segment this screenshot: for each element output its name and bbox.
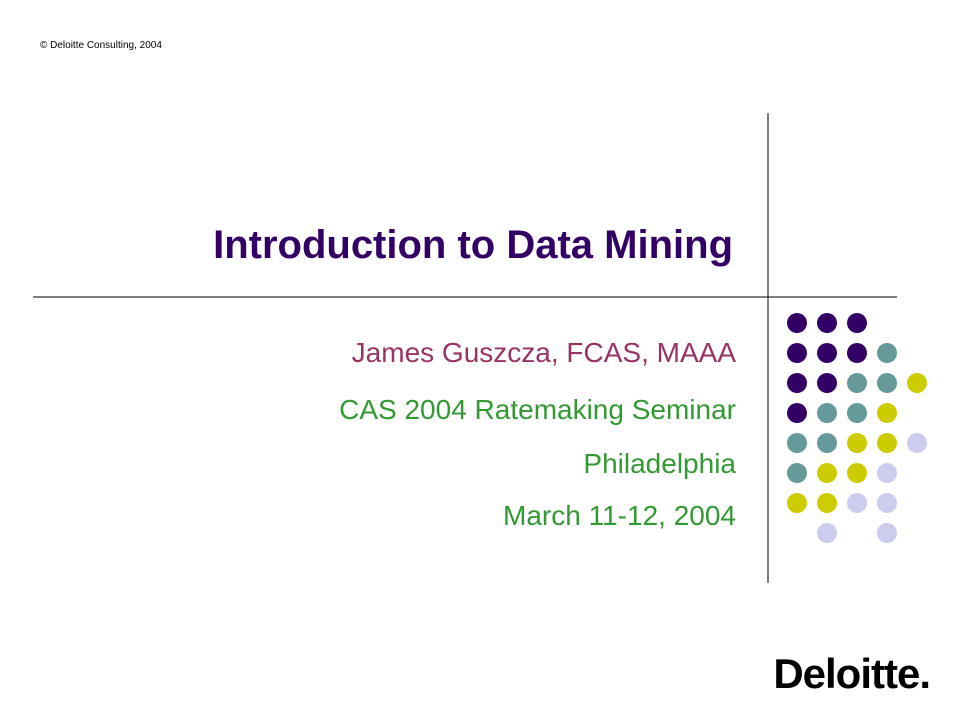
subtitle-line: James Guszcza, FCAS, MAAA: [352, 337, 737, 368]
logo: Deloitte.: [773, 650, 930, 697]
dot: [787, 433, 807, 453]
dot: [817, 343, 837, 363]
dot: [847, 373, 867, 393]
dot: [787, 493, 807, 513]
subtitle-line: Philadelphia: [583, 448, 736, 479]
dot: [787, 343, 807, 363]
dot-pattern: [787, 313, 927, 543]
dot: [877, 493, 897, 513]
subtitle-line: CAS 2004 Ratemaking Seminar: [339, 394, 736, 425]
dot: [817, 403, 837, 423]
dot: [787, 313, 807, 333]
dot: [877, 463, 897, 483]
dot: [787, 463, 807, 483]
dot: [847, 463, 867, 483]
slide-title: Introduction to Data Mining: [213, 223, 733, 267]
dot: [907, 373, 927, 393]
dot: [877, 433, 897, 453]
dot: [847, 343, 867, 363]
dot: [907, 433, 927, 453]
dot: [877, 373, 897, 393]
dot: [817, 493, 837, 513]
dot: [817, 373, 837, 393]
dot: [817, 433, 837, 453]
dot: [817, 313, 837, 333]
dot: [817, 523, 837, 543]
dot: [877, 403, 897, 423]
dot: [847, 403, 867, 423]
dot: [877, 343, 897, 363]
copyright: © Deloitte Consulting, 2004: [40, 40, 162, 51]
dot: [847, 493, 867, 513]
dot: [787, 403, 807, 423]
dot: [847, 313, 867, 333]
dot: [817, 463, 837, 483]
dot: [877, 523, 897, 543]
dot: [787, 373, 807, 393]
dot: [847, 433, 867, 453]
subtitle-line: March 11-12, 2004: [503, 500, 736, 531]
